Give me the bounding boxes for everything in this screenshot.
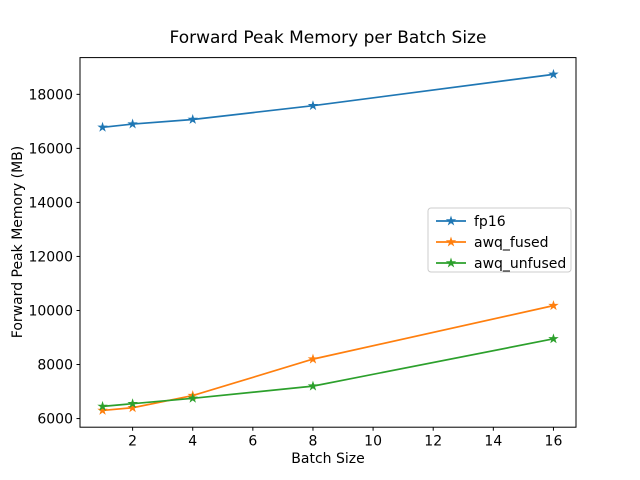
marker-awq_unfused-batch-4 bbox=[187, 392, 198, 403]
y-tick-label-12000: 12000 bbox=[28, 249, 73, 265]
marker-awq_fused-batch-1 bbox=[97, 404, 108, 415]
legend-box: fp16 awq_fused awq_unfused bbox=[427, 207, 572, 273]
legend-marker-awq_fused bbox=[445, 236, 457, 247]
x-tick-label-2: 2 bbox=[128, 434, 137, 450]
legend-frame bbox=[427, 207, 572, 273]
x-tick-label-12: 12 bbox=[424, 434, 442, 450]
x-axis-label: Batch Size bbox=[291, 451, 364, 467]
x-tick-label-8: 8 bbox=[309, 434, 318, 450]
marker-awq_fused-batch-16 bbox=[548, 300, 559, 311]
legend-marker-awq_unfused bbox=[445, 257, 457, 268]
y-axis-label: Forward Peak Memory (MB) bbox=[10, 146, 26, 338]
chart-title: Forward Peak Memory per Batch Size bbox=[170, 28, 487, 48]
y-tick-label-18000: 18000 bbox=[28, 87, 73, 103]
y-tick-label-16000: 16000 bbox=[28, 141, 73, 157]
legend-label-awq_unfused: awq_unfused bbox=[474, 256, 566, 272]
x-tick-label-16: 16 bbox=[545, 434, 563, 450]
y-tick-label-8000: 8000 bbox=[37, 358, 73, 374]
marker-awq_unfused-batch-8 bbox=[307, 380, 319, 391]
x-tick-label-10: 10 bbox=[364, 434, 382, 450]
marker-awq_unfused-batch-1 bbox=[97, 400, 108, 411]
y-tick-label-14000: 14000 bbox=[28, 195, 73, 211]
marker-awq_fused-batch-8 bbox=[307, 353, 319, 364]
plot-frame bbox=[79, 57, 577, 428]
y-tick-label-6000: 6000 bbox=[37, 412, 73, 428]
marker-fp16-batch-8 bbox=[307, 100, 319, 111]
legend-entry-awq_fused: awq_fused bbox=[436, 235, 549, 251]
marker-awq_unfused-batch-2 bbox=[127, 398, 138, 409]
axes-layer: 2 4 6 8 10 12 14 16 6000 8000 10000 12000 14000 16000… bbox=[28, 87, 562, 449]
series-markers-fp16 bbox=[97, 68, 559, 132]
legend-marker-fp16 bbox=[445, 215, 457, 226]
legend-entry-fp16: fp16 bbox=[436, 214, 506, 230]
marker-awq_unfused-batch-16 bbox=[548, 333, 559, 344]
x-tick-label-14: 14 bbox=[484, 434, 502, 450]
series-layer bbox=[97, 68, 559, 415]
series-markers-awq_unfused bbox=[97, 333, 559, 411]
legend-entry-awq_unfused: awq_unfused bbox=[436, 256, 566, 272]
y-tick-label-10000: 10000 bbox=[28, 303, 73, 319]
marker-fp16-batch-4 bbox=[187, 113, 198, 124]
legend-label-awq_fused: awq_fused bbox=[474, 235, 549, 251]
marker-fp16-batch-1 bbox=[97, 121, 108, 132]
x-tick-label-4: 4 bbox=[188, 434, 197, 450]
x-tick-label-6: 6 bbox=[248, 434, 257, 450]
marker-fp16-batch-16 bbox=[548, 68, 559, 79]
marker-awq_fused-batch-2 bbox=[127, 402, 138, 413]
legend-label-fp16: fp16 bbox=[474, 214, 506, 230]
marker-fp16-batch-2 bbox=[127, 118, 138, 129]
